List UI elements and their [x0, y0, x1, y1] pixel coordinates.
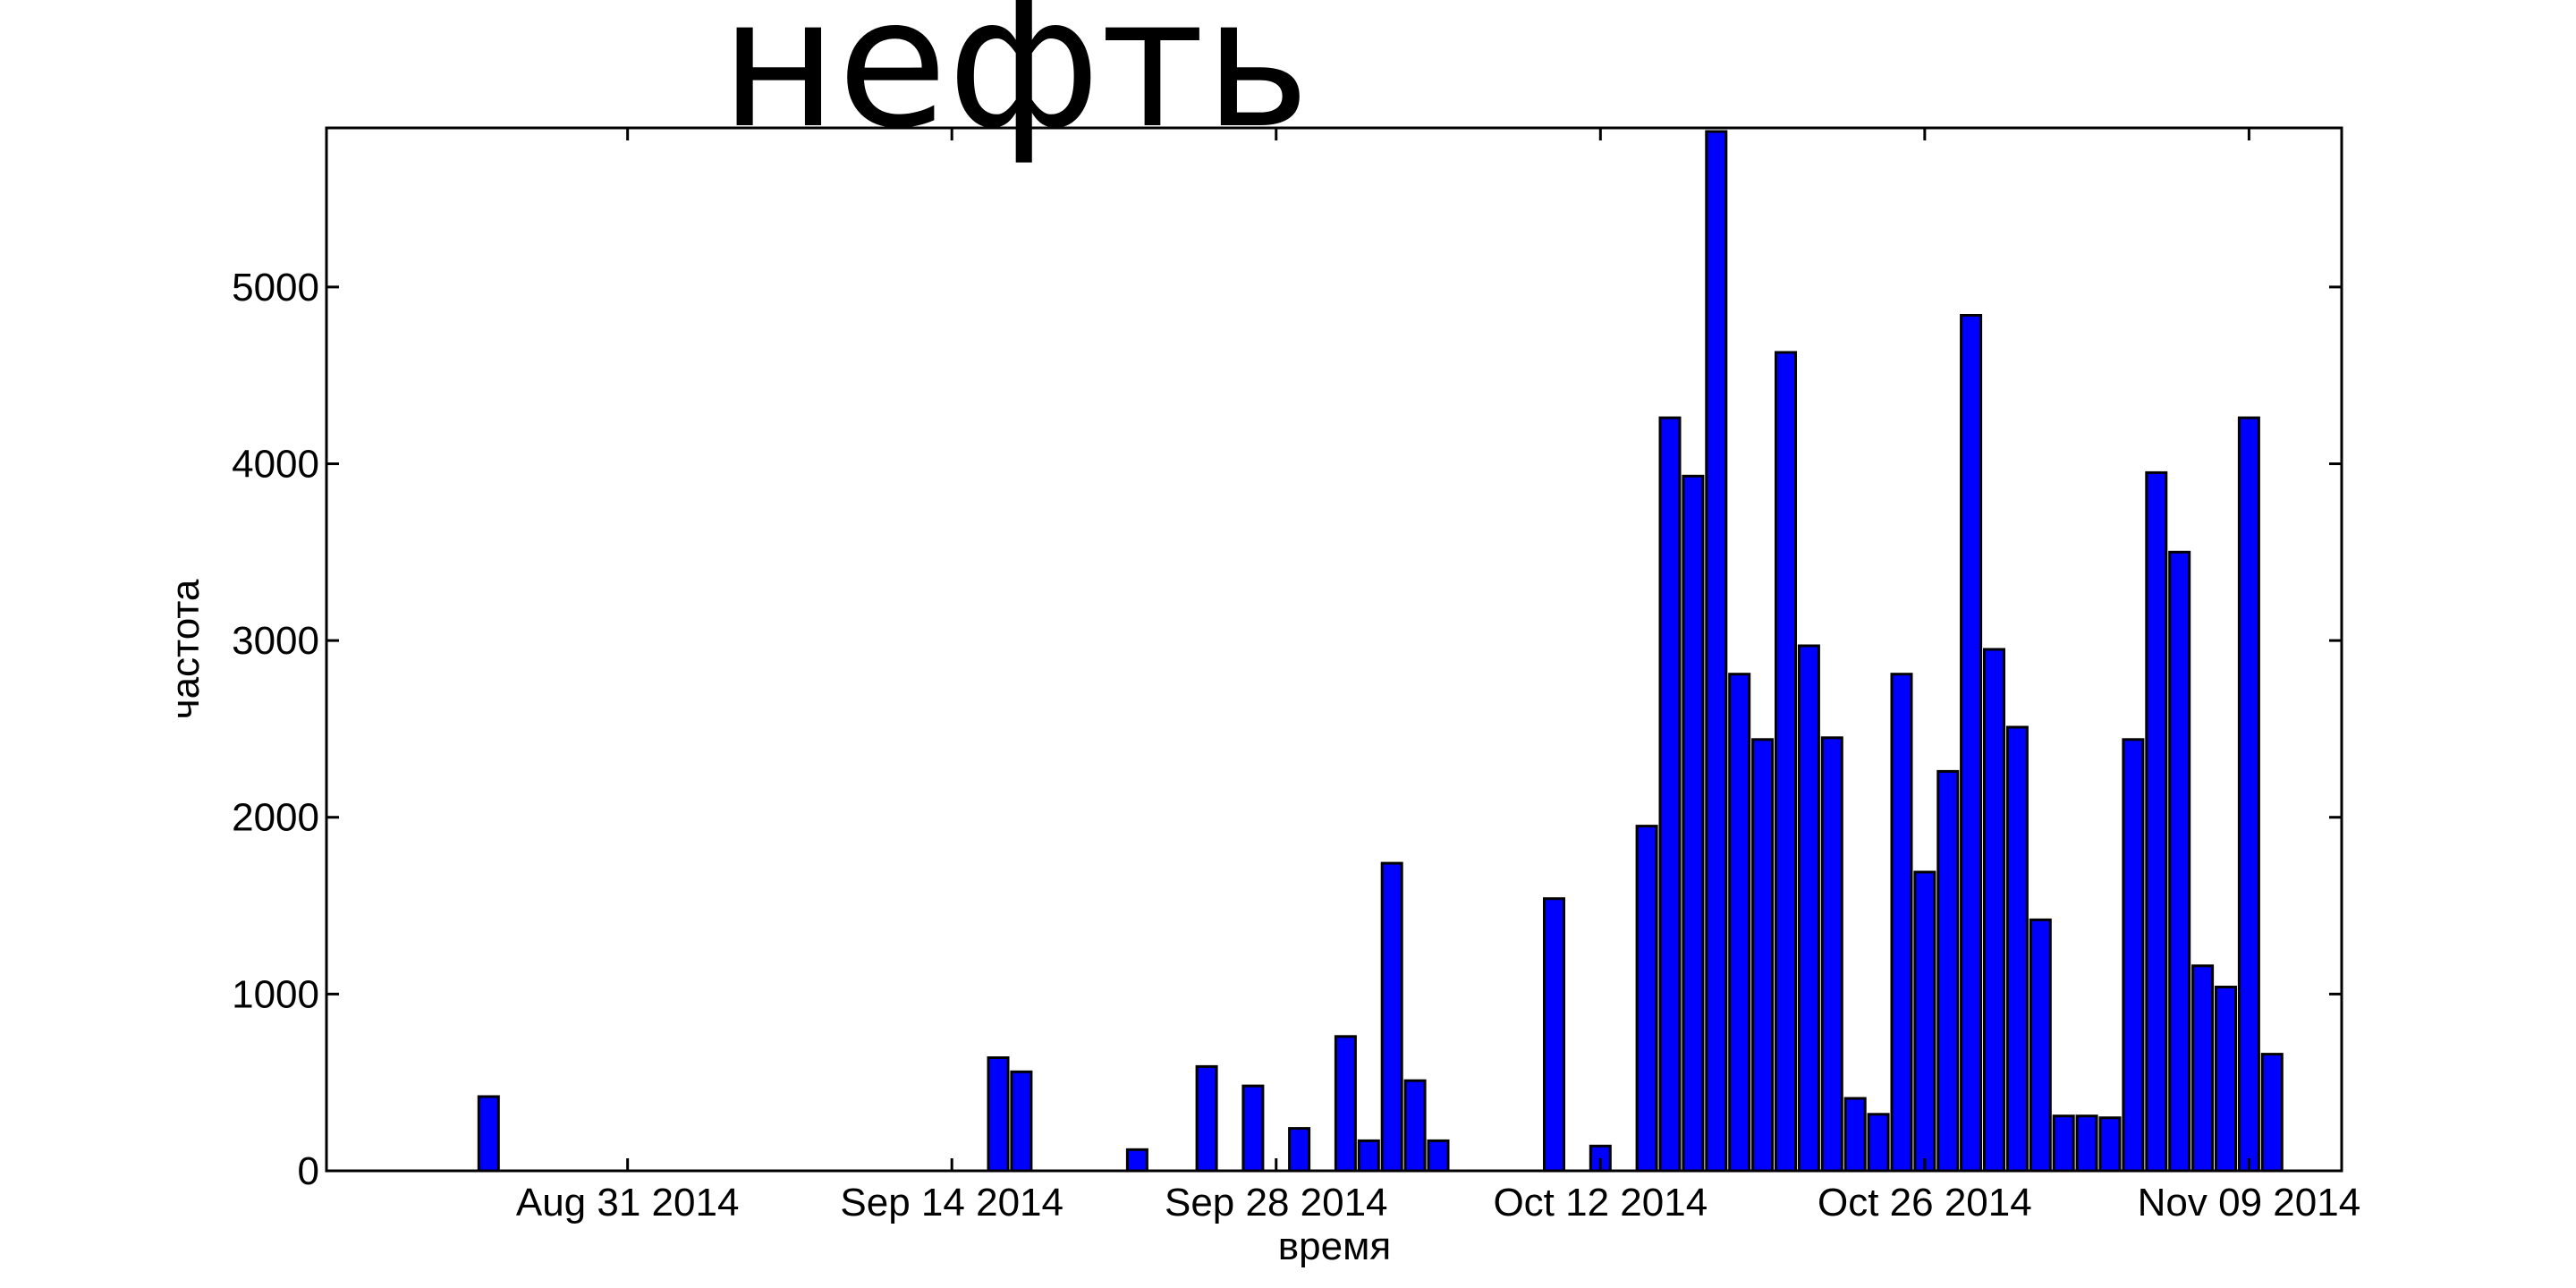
- x-tick-label: Sep 14 2014: [840, 1181, 1063, 1224]
- x-axis: Aug 31 2014 Sep 14 2014 Sep 28 2014 Oct 12 …: [516, 128, 2360, 1224]
- bar-2014-08-25: [477, 1095, 500, 1173]
- y-axis-label: частота: [164, 579, 208, 719]
- x-tick-label: Nov 09 2014: [2138, 1181, 2361, 1224]
- bar-2014-11-07: [2191, 964, 2215, 1173]
- bar-2014-10-05: [1427, 1139, 1450, 1173]
- bar-2014-11-04: [2122, 738, 2145, 1173]
- bar-2014-11-01: [2052, 1114, 2075, 1173]
- bar-2014-11-03: [2098, 1116, 2122, 1173]
- y-tick-label: 4000: [232, 442, 319, 486]
- plot-frame: [325, 126, 2343, 1173]
- chart-title: нефть: [720, 0, 1309, 168]
- bar-2014-10-17: [1705, 130, 1728, 1173]
- bar-2014-11-02: [2075, 1114, 2098, 1173]
- bar-2014-11-09: [2237, 416, 2260, 1173]
- x-tick-label: Oct 12 2014: [1493, 1181, 1707, 1224]
- bar-2014-09-22: [1125, 1148, 1148, 1173]
- bar-2014-10-04: [1403, 1079, 1427, 1173]
- y-tick-label: 5000: [232, 266, 319, 309]
- bar-2014-11-05: [2145, 470, 2168, 1173]
- bar-2014-10-28: [1960, 314, 1983, 1173]
- bar-2014-10-20: [1775, 351, 1797, 1173]
- bar-2014-11-08: [2215, 986, 2237, 1173]
- bar-2014-09-16: [987, 1056, 1010, 1173]
- x-axis-label: время: [1278, 1224, 1391, 1268]
- bar-2014-10-22: [1820, 736, 1843, 1173]
- bar-2014-10-16: [1682, 474, 1705, 1173]
- bar-2014-10-30: [2005, 725, 2029, 1173]
- bar-2014-09-29: [1288, 1127, 1311, 1173]
- bar-2014-10-26: [1913, 870, 1936, 1173]
- bar-2014-10-29: [1983, 648, 2005, 1173]
- bar-2014-09-25: [1195, 1064, 1218, 1173]
- bar-2014-10-18: [1728, 673, 1751, 1173]
- y-tick-label: 3000: [232, 619, 319, 663]
- bar-2014-10-14: [1635, 825, 1658, 1173]
- bar-2014-10-21: [1797, 644, 1820, 1173]
- bar-2014-10-31: [2029, 918, 2052, 1173]
- y-tick-label: 1000: [232, 972, 319, 1016]
- bar-2014-10-24: [1867, 1113, 1890, 1173]
- x-tick-label: Oct 26 2014: [1818, 1181, 2032, 1224]
- y-tick-label: 2000: [232, 796, 319, 840]
- bar-2014-10-27: [1936, 769, 1960, 1173]
- bar-2014-10-01: [1334, 1035, 1357, 1173]
- bar-2014-11-06: [2168, 550, 2191, 1173]
- bar-2014-10-25: [1890, 673, 1913, 1173]
- x-tick-label: Sep 28 2014: [1165, 1181, 1388, 1224]
- bar-2014-10-15: [1658, 416, 1682, 1173]
- bar-2014-11-10: [2260, 1053, 2284, 1173]
- bar-2014-09-17: [1010, 1070, 1033, 1173]
- bar-2014-10-19: [1751, 738, 1775, 1173]
- bar-2014-10-02: [1357, 1139, 1380, 1173]
- y-axis: 0 1000 2000 3000 4000 5000: [232, 266, 2342, 1193]
- x-tick-label: Aug 31 2014: [516, 1181, 740, 1224]
- bar-2014-10-03: [1380, 861, 1403, 1173]
- y-tick-label: 0: [298, 1149, 319, 1193]
- bars-group: [477, 130, 2284, 1173]
- bar-2014-10-23: [1843, 1097, 1867, 1173]
- bar-2014-10-10: [1543, 897, 1565, 1173]
- bar-2014-09-27: [1241, 1084, 1265, 1173]
